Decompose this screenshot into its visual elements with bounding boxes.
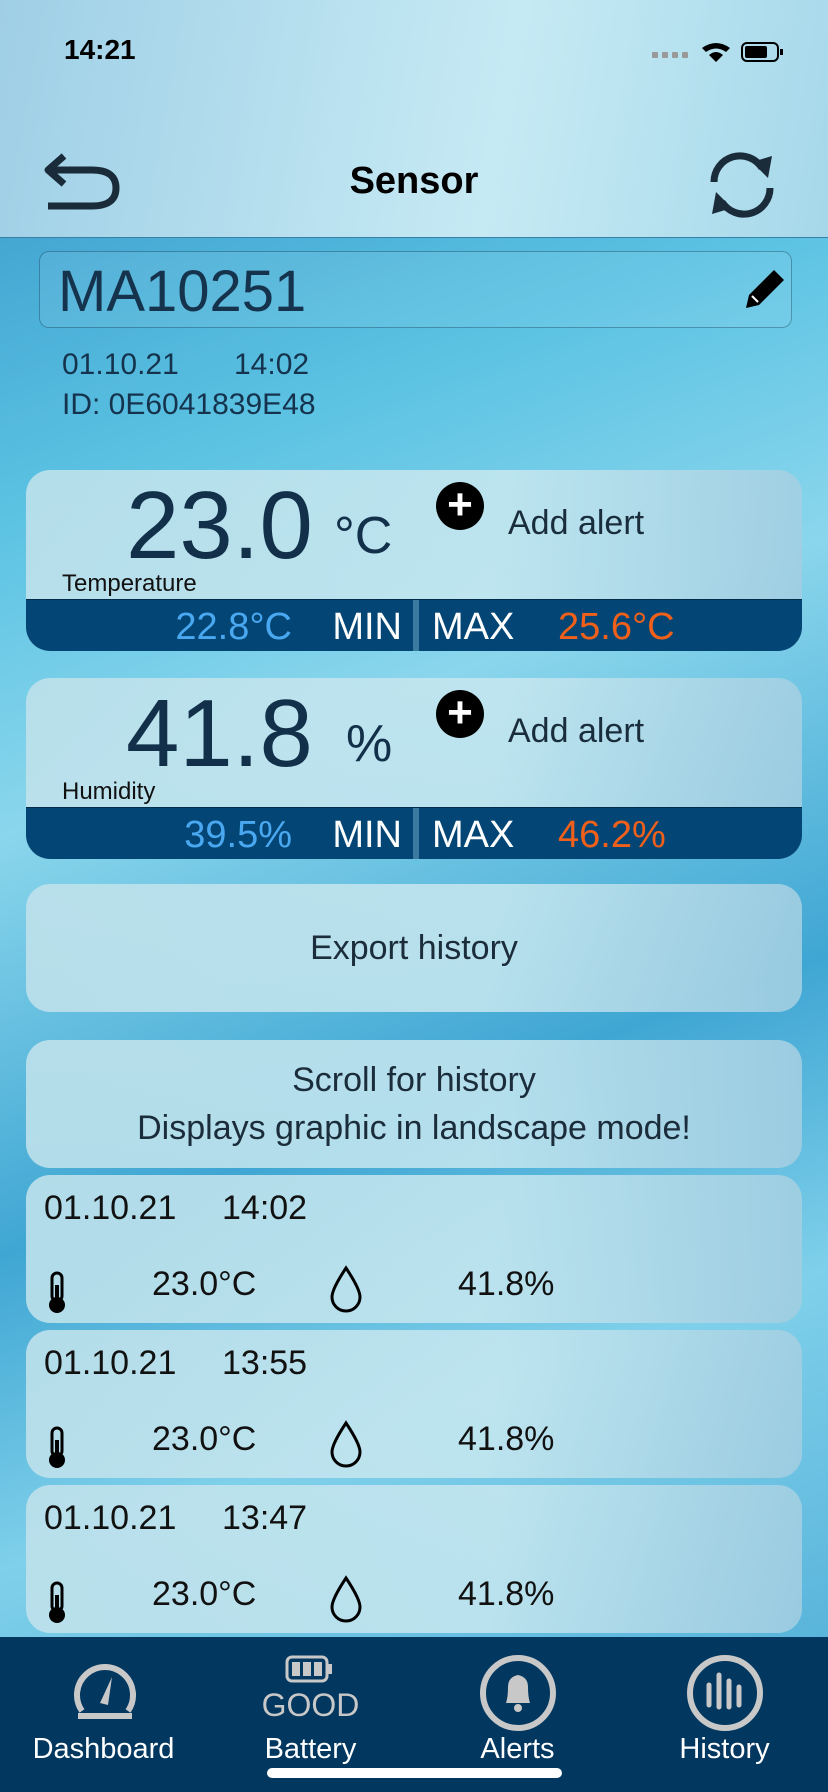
temperature-add-alert[interactable]: Add alert	[508, 504, 645, 542]
humidity-min: 39.5%	[184, 814, 292, 856]
scroll-info-line1: Scroll for history	[292, 1061, 536, 1099]
tab-label: Alerts	[480, 1733, 555, 1765]
max-label: MAX	[432, 814, 515, 856]
history-time: 14:02	[222, 1189, 308, 1227]
history-date: 01.10.21	[44, 1344, 177, 1382]
status-icons	[652, 42, 783, 62]
history-humidity: 41.8%	[458, 1420, 555, 1458]
battery-icon	[285, 1655, 332, 1683]
thermometer-icon	[49, 1581, 65, 1623]
temperature-value: 23.0	[126, 472, 313, 579]
tab-battery[interactable]: GOOD Battery	[207, 1637, 414, 1792]
max-label: MAX	[432, 606, 515, 648]
battery-status: GOOD	[261, 1687, 360, 1723]
thermometer-icon	[49, 1426, 65, 1468]
water-drop-icon	[330, 1265, 362, 1313]
sensor-name-field[interactable]	[39, 251, 792, 328]
humidity-label: Humidity	[62, 778, 156, 805]
sensor-name: MA10251	[58, 259, 307, 324]
page-title: Sensor	[349, 160, 479, 202]
humidity-unit: %	[346, 715, 393, 773]
tab-label: History	[679, 1733, 770, 1765]
sensor-date: 01.10.21	[62, 348, 179, 381]
export-history-button[interactable]: Export history	[26, 884, 802, 1012]
refresh-icon[interactable]	[702, 148, 782, 220]
temperature-card: 23.0 °C + Add alert Temperature MIN 22.8…	[26, 470, 802, 651]
back-arrow-icon[interactable]	[42, 150, 122, 210]
history-humidity: 41.8%	[458, 1575, 555, 1613]
water-drop-icon	[330, 1420, 362, 1468]
export-history-label: Export history	[310, 929, 518, 967]
tab-history[interactable]: History	[621, 1637, 828, 1792]
history-row[interactable]: 01.10.21 13:47 23.0°C 41.8%	[26, 1485, 802, 1633]
add-alert-plus-icon[interactable]: +	[436, 482, 484, 530]
sensor-time: 14:02	[234, 348, 310, 381]
history-temp: 23.0°C	[152, 1575, 257, 1613]
history-row[interactable]: 01.10.21 14:02 23.0°C 41.8%	[26, 1175, 802, 1323]
history-date: 01.10.21	[44, 1499, 177, 1537]
tab-bar: Dashboard GOOD Battery Alerts History	[0, 1637, 828, 1792]
history-time: 13:55	[222, 1344, 308, 1382]
humidity-card: 41.8 % + Add alert Humidity MIN 39.5% MA…	[26, 678, 802, 859]
add-alert-plus-icon[interactable]: +	[436, 690, 484, 738]
tab-dashboard[interactable]: Dashboard	[0, 1637, 207, 1792]
nav-header	[0, 0, 828, 238]
tab-label: Battery	[264, 1733, 357, 1765]
scroll-info-line2: Displays graphic in landscape mode!	[137, 1109, 691, 1147]
min-label: MIN	[332, 606, 402, 648]
tab-label: Dashboard	[32, 1733, 175, 1765]
humidity-minmax-bar: MIN 39.5% MAX 46.2%	[26, 807, 802, 859]
history-row[interactable]: 01.10.21 13:55 23.0°C 41.8%	[26, 1330, 802, 1478]
history-humidity: 41.8%	[458, 1265, 555, 1303]
edit-pencil-icon[interactable]	[740, 264, 790, 314]
humidity-value: 41.8	[126, 680, 313, 787]
history-date: 01.10.21	[44, 1189, 177, 1227]
home-indicator	[267, 1768, 562, 1778]
thermometer-icon	[49, 1271, 65, 1313]
temperature-label: Temperature	[62, 570, 197, 597]
temperature-unit: °C	[334, 507, 393, 565]
bell-icon	[480, 1655, 556, 1731]
humidity-max: 46.2%	[558, 814, 666, 856]
history-temp: 23.0°C	[152, 1420, 257, 1458]
min-label: MIN	[332, 814, 402, 856]
humidity-add-alert[interactable]: Add alert	[508, 712, 645, 750]
water-drop-icon	[330, 1575, 362, 1623]
chart-bars-icon	[687, 1655, 763, 1731]
history-temp: 23.0°C	[152, 1265, 257, 1303]
sensor-id: ID: 0E6041839E48	[62, 388, 316, 421]
tab-alerts[interactable]: Alerts	[414, 1637, 621, 1792]
temperature-minmax-bar: MIN 22.8°C MAX 25.6°C	[26, 599, 802, 651]
temperature-min: 22.8°C	[175, 606, 292, 648]
history-time: 13:47	[222, 1499, 308, 1537]
temperature-max: 25.6°C	[558, 606, 675, 648]
status-time: 14:21	[64, 34, 136, 65]
speedometer-icon	[74, 1664, 136, 1719]
scroll-info-card: Scroll for history Displays graphic in l…	[26, 1040, 802, 1168]
